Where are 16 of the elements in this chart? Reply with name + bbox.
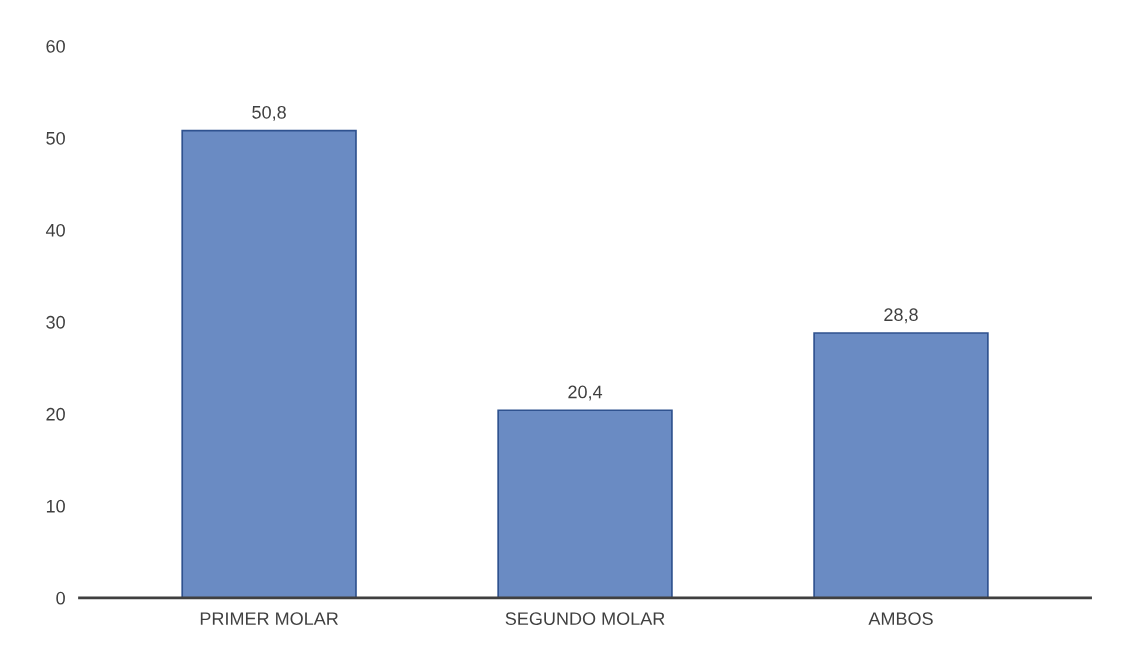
data-label: 28,8 (884, 308, 918, 324)
bar (181, 129, 357, 598)
data-label: 50,8 (252, 105, 286, 121)
y-tick-label: 30 (46, 315, 65, 329)
data-label: 20,4 (568, 385, 603, 401)
x-tick-label: SEGUNDO MOLAR (505, 612, 665, 626)
bar (497, 409, 673, 598)
y-tick-label: 40 (45, 223, 65, 237)
x-tick-label: PRIMER MOLAR (200, 612, 338, 626)
bar (813, 332, 989, 598)
x-tick-label: AMBOS (868, 612, 933, 626)
y-tick-label: 20 (46, 407, 65, 421)
y-tick-label: 10 (46, 499, 65, 513)
y-tick-label: 60 (46, 39, 65, 53)
y-tick-label: 0 (56, 591, 65, 605)
y-tick-label: 50 (46, 131, 65, 145)
